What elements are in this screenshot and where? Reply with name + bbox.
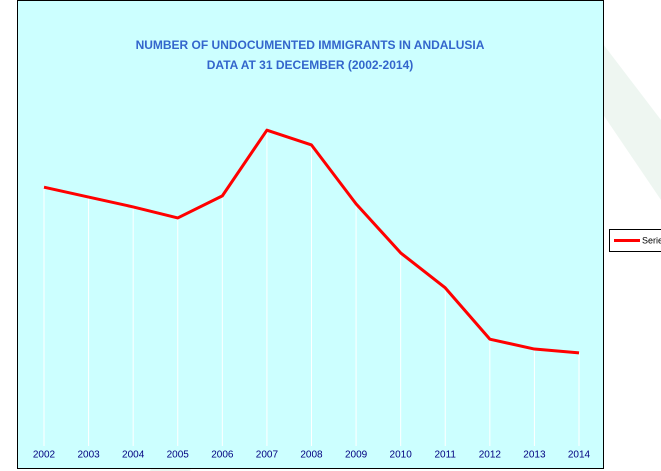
background-shape xyxy=(600,40,661,200)
chart-title: NUMBER OF UNDOCUMENTED IMMIGRANTS IN AND… xyxy=(136,38,485,52)
x-tick-label: 2008 xyxy=(300,450,323,461)
x-tick-label: 2013 xyxy=(523,450,546,461)
chart-subtitle: DATA AT 31 DECEMBER (2002-2014) xyxy=(207,58,414,72)
chart-area xyxy=(17,0,604,469)
x-tick-label: 2002 xyxy=(33,450,56,461)
x-tick-label: 2004 xyxy=(122,450,145,461)
legend-label: Series1 xyxy=(642,235,661,245)
series-line xyxy=(43,128,580,355)
x-tick-label: 2011 xyxy=(434,450,456,461)
x-tick-label: 2010 xyxy=(390,450,413,461)
x-tick-label: 2014 xyxy=(568,450,591,461)
x-tick-label: 2003 xyxy=(77,450,100,461)
legend: Series1 xyxy=(609,229,661,252)
x-tick-label: 2009 xyxy=(345,450,368,461)
x-tick-label: 2005 xyxy=(167,450,190,461)
x-tick-label: 2012 xyxy=(479,450,502,461)
x-tick-label: 2007 xyxy=(256,450,279,461)
x-tick-label: 2006 xyxy=(211,450,234,461)
